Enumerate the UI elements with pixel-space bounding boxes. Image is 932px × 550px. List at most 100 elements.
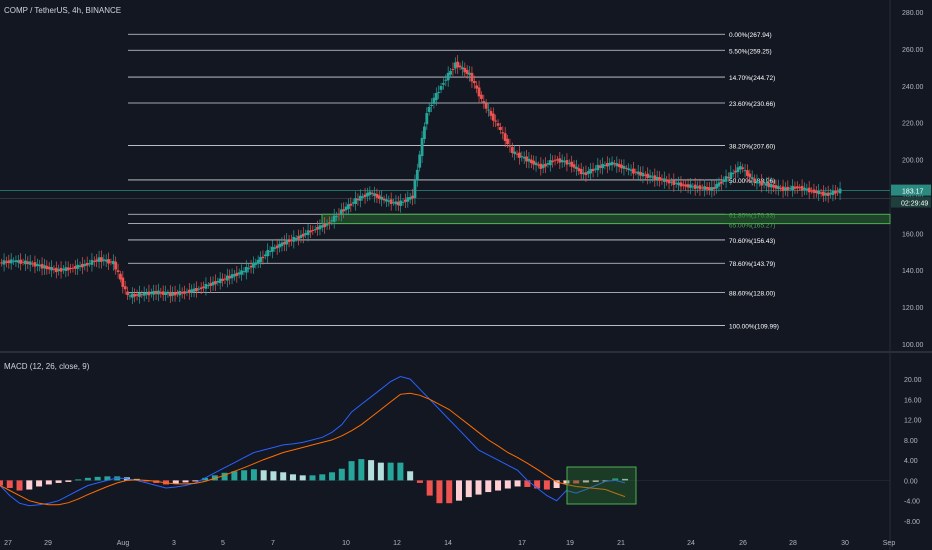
candle-body (506, 138, 509, 145)
candle-body (145, 292, 148, 295)
x-tick-label: Aug (117, 540, 130, 547)
candle-body (748, 173, 752, 178)
candle-body (670, 181, 673, 183)
candle-body (130, 293, 134, 298)
macd-histogram-bar (319, 474, 326, 481)
candle-body (484, 103, 488, 109)
macd-histogram-bar (514, 480, 521, 487)
candle-body (323, 223, 327, 228)
candle-body (88, 263, 91, 265)
candle-body (342, 209, 346, 212)
macd-histogram-bar (407, 471, 414, 481)
candle-body (437, 91, 441, 93)
candle-body (791, 185, 794, 191)
x-tick-label: 3 (172, 540, 176, 547)
macd-histogram-bar (426, 480, 433, 496)
candle-body (603, 164, 607, 167)
macd-histogram-bar (485, 480, 492, 493)
candle-body (826, 192, 830, 196)
candle-body (738, 166, 742, 170)
candle-body (453, 62, 457, 69)
candle-body (776, 186, 780, 190)
x-tick-label: 29 (44, 540, 52, 547)
candle-body (173, 292, 177, 296)
x-tick-label: 30 (841, 540, 849, 547)
candle-body (563, 161, 566, 163)
macd-histogram-bar (104, 476, 111, 481)
x-tick-label: 24 (687, 540, 695, 547)
candle-body (192, 288, 196, 292)
candle-body (16, 260, 20, 263)
macd-histogram-bar (524, 480, 531, 487)
candle-body (394, 201, 398, 205)
macd-histogram-bar (26, 480, 33, 490)
candle-body (503, 133, 507, 141)
candle-body (762, 183, 766, 185)
candle-body (152, 290, 156, 295)
candle-body (392, 202, 395, 204)
x-tick-label: 27 (4, 540, 12, 547)
candle-body (0, 262, 4, 264)
candle-body (261, 256, 265, 259)
candle-body (579, 168, 583, 175)
candle-body (363, 194, 367, 198)
candle-body (57, 269, 61, 272)
candle-body (178, 290, 182, 296)
candle-body (223, 278, 227, 280)
candle-body (836, 191, 840, 193)
macd-histogram-bar (231, 471, 238, 481)
candle-body (558, 158, 562, 163)
candle-body (703, 186, 707, 190)
price-tick-label: 260.00 (902, 47, 924, 54)
candle-body (406, 197, 410, 202)
candle-body (161, 291, 165, 295)
candle-body (211, 281, 215, 286)
candle-body (9, 259, 13, 264)
candle-body (225, 275, 229, 281)
macd-histogram-bar (416, 480, 423, 483)
candle-body (344, 206, 348, 211)
candle-body (477, 87, 481, 97)
candle-body (216, 281, 220, 283)
candle-body (575, 166, 578, 169)
candle-body (199, 287, 203, 289)
candle-body (660, 178, 664, 181)
candle-body (696, 186, 699, 188)
candle-body (271, 246, 274, 252)
candle-body (451, 69, 455, 71)
candle-body (456, 61, 460, 68)
macd-histogram-bar (612, 478, 619, 481)
countdown-tag (891, 196, 931, 208)
x-tick-label: 12 (393, 540, 401, 547)
macd-histogram-bar (55, 480, 62, 483)
candle-body (525, 156, 528, 162)
candle-body (221, 278, 224, 281)
macd-histogram-bar (622, 478, 628, 481)
candle-body (655, 176, 659, 180)
candle-body (596, 164, 600, 171)
candle-body (159, 291, 163, 294)
candle-body (306, 230, 310, 236)
x-tick-label: 21 (617, 540, 625, 547)
candle-body (64, 267, 68, 272)
candle-body (273, 247, 277, 249)
candle-body (252, 262, 255, 268)
candle-body (73, 266, 77, 269)
candle-body (470, 72, 474, 82)
candle-body (38, 264, 42, 267)
macd-histogram-bar (36, 480, 43, 487)
candle-body (496, 123, 500, 126)
candle-body (653, 175, 657, 181)
candle-body (368, 191, 372, 196)
macd-histogram-bar (553, 480, 560, 488)
candle-body (734, 170, 737, 173)
candle-body (430, 105, 433, 107)
x-tick-label: 7 (271, 540, 275, 547)
candle-body (779, 188, 783, 190)
candle-body (180, 292, 184, 294)
candle-body (230, 274, 234, 279)
candle-body (301, 233, 305, 237)
candle-body (54, 267, 58, 273)
macd-histogram-bar (455, 480, 462, 501)
